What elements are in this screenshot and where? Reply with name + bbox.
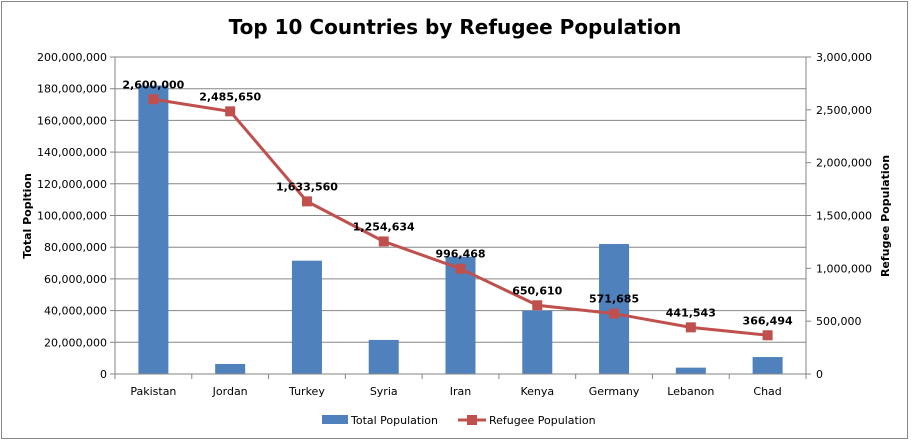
bar-syria	[368, 339, 399, 374]
bar-turkey	[291, 260, 322, 374]
x-tick-label: Turkey	[288, 385, 325, 398]
legend-label-refugee: Refugee Population	[489, 414, 596, 427]
x-tick-label: Chad	[753, 385, 781, 398]
bar-pakistan	[138, 85, 169, 374]
data-label: 2,600,000	[122, 78, 184, 91]
refugee-marker	[301, 196, 312, 207]
y-tick-label: 0	[100, 368, 107, 381]
y2-tick-label: 0	[816, 368, 823, 381]
y-axis-title: Total Popltion	[21, 173, 34, 259]
data-label: 441,543	[666, 306, 716, 319]
bar-lebanon	[675, 367, 706, 374]
y-tick-label: 140,000,000	[37, 146, 107, 159]
x-tick-label: Pakistan	[130, 385, 176, 398]
x-tick-label: Jordan	[212, 385, 248, 398]
bar-chad	[752, 357, 783, 374]
x-tick-label: Germany	[589, 385, 640, 398]
legend: Total Population Refugee Population	[322, 414, 596, 427]
y-tick-label: 20,000,000	[44, 336, 107, 349]
y-tick-label: 80,000,000	[44, 241, 107, 254]
bar-jordan	[215, 364, 246, 374]
data-label: 996,468	[435, 248, 485, 261]
bar-iran	[445, 256, 476, 374]
refugee-marker	[685, 322, 696, 333]
data-label: 650,610	[512, 284, 562, 297]
y2-tick-label: 3,000,000	[816, 51, 872, 64]
refugee-marker	[378, 236, 389, 247]
data-label: 1,633,560	[276, 180, 338, 193]
refugee-marker	[609, 308, 620, 319]
x-tick-label: Lebanon	[667, 385, 714, 398]
x-tick-label: Iran	[450, 385, 472, 398]
y2-tick-label: 1,000,000	[816, 262, 872, 275]
bar-kenya	[522, 310, 553, 374]
refugee-marker	[532, 300, 543, 311]
refugee-marker	[762, 330, 773, 341]
y-tick-label: 120,000,000	[37, 178, 107, 191]
y2-tick-label: 1,500,000	[816, 210, 872, 223]
y2-axis-title: Refugee Population	[879, 155, 892, 277]
legend-bar-swatch	[322, 415, 348, 424]
y-tick-label: 180,000,000	[37, 83, 107, 96]
y-tick-label: 200,000,000	[37, 51, 107, 64]
refugee-marker	[225, 106, 236, 117]
y-tick-label: 40,000,000	[44, 305, 107, 318]
chart-title: Top 10 Countries by Refugee Population	[229, 15, 682, 39]
y2-tick-label: 2,500,000	[816, 104, 872, 117]
y-tick-label: 160,000,000	[37, 114, 107, 127]
data-label: 366,494	[743, 314, 793, 327]
y-tick-label: 60,000,000	[44, 273, 107, 286]
legend-label-total: Total Population	[350, 414, 438, 427]
refugee-marker	[455, 263, 466, 274]
y-tick-label: 100,000,000	[37, 210, 107, 223]
data-label: 2,485,650	[199, 90, 261, 103]
y2-tick-label: 2,000,000	[816, 157, 872, 170]
x-tick-label: Kenya	[520, 385, 554, 398]
refugee-marker	[148, 94, 159, 105]
data-label: 571,685	[589, 293, 639, 306]
legend-marker-swatch	[467, 415, 477, 425]
x-tick-label: Syria	[370, 385, 398, 398]
data-label: 1,254,634	[353, 220, 415, 233]
y2-tick-label: 500,000	[816, 315, 862, 328]
